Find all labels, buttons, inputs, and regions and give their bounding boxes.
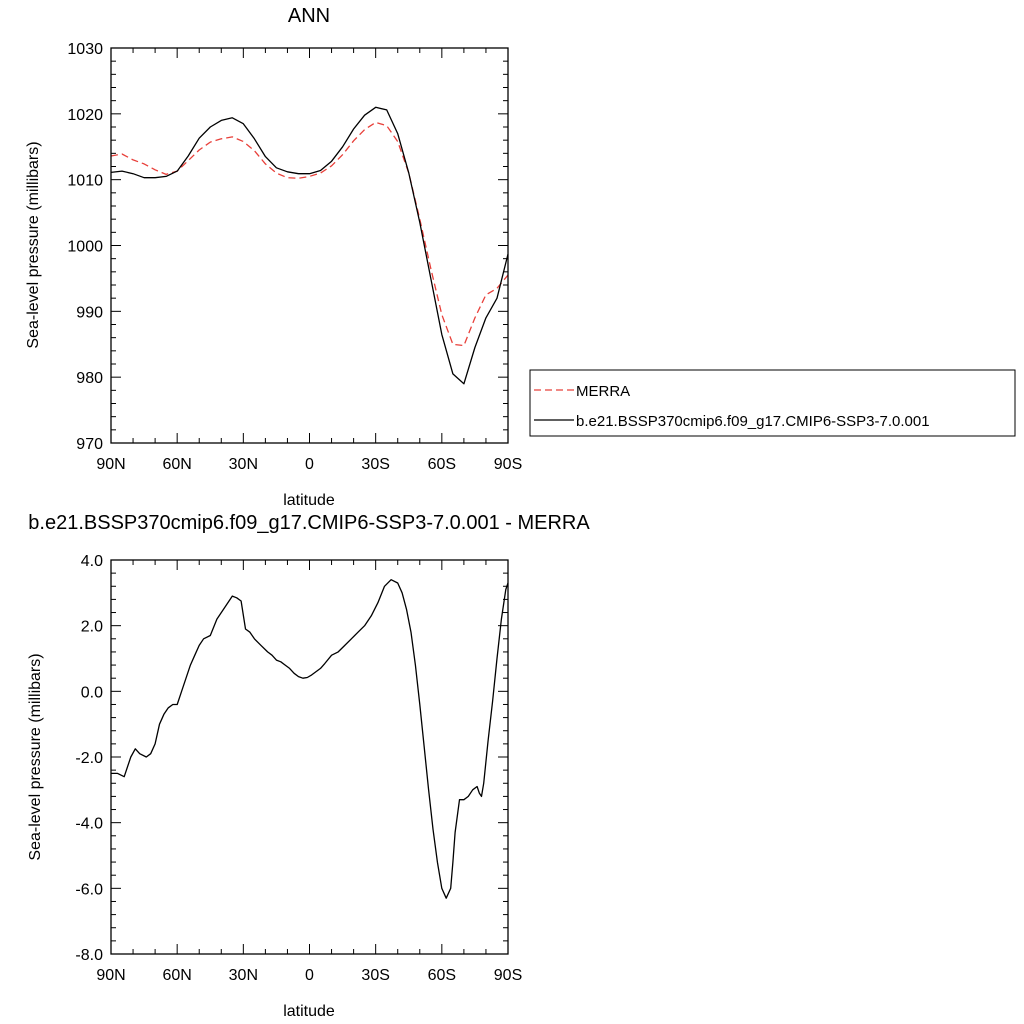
top-axis-ticks	[110, 47, 509, 444]
top-chart-title: ANN	[288, 5, 330, 27]
x-tick-label: 90S	[494, 456, 522, 473]
x-tick-label: 60S	[428, 967, 456, 984]
y-tick-label: 1000	[67, 239, 103, 256]
bottom-axis-ticks	[110, 559, 509, 955]
bottom-chart-title: b.e21.BSSP370cmip6.f09_g17.CMIP6-SSP3-7.…	[28, 512, 590, 534]
top-y-axis-label: Sea-level pressure (millibars)	[25, 141, 42, 348]
y-tick-label: 4.0	[81, 553, 103, 570]
y-tick-label: -4.0	[75, 816, 103, 833]
y-tick-label: -6.0	[75, 881, 103, 898]
top-tick-labels: 90N 60N 30N 0 30S 60S 90S 970 980 990 1000 1010 1020…	[67, 41, 522, 473]
x-tick-label: 0	[305, 967, 314, 984]
legend: MERRA b.e21.BSSP370cmip6.f09_g17.CMIP6-S…	[529, 369, 1016, 437]
x-tick-label: 30N	[229, 456, 258, 473]
bottom-plot: b.e21.BSSP370cmip6.f09_g17.CMIP6-SSP3-7.…	[27, 512, 590, 1020]
x-tick-label: 90N	[96, 967, 125, 984]
bottom-y-axis-label: Sea-level pressure (millibars)	[27, 653, 44, 860]
x-tick-label: 30S	[361, 456, 389, 473]
legend-label-merra: MERRA	[576, 383, 630, 400]
y-tick-label: 1020	[67, 107, 103, 124]
y-tick-label: -8.0	[75, 947, 103, 964]
x-tick-label: 0	[305, 456, 314, 473]
bottom-series-lines	[111, 579, 509, 899]
y-tick-label: 1030	[67, 41, 103, 58]
y-tick-label: 1010	[67, 173, 103, 190]
series-line-difference	[111, 579, 509, 899]
y-tick-label: 980	[76, 370, 103, 387]
top-plot-frame	[110, 47, 509, 444]
y-tick-label: -2.0	[75, 750, 103, 767]
x-tick-label: 60N	[162, 967, 191, 984]
series-line-merra	[110, 121, 509, 347]
legend-frame	[529, 369, 1016, 437]
y-tick-label: 2.0	[81, 619, 103, 636]
x-tick-label: 60S	[428, 456, 456, 473]
legend-label-model: b.e21.BSSP370cmip6.f09_g17.CMIP6-SSP3-7.…	[576, 413, 930, 430]
top-plot: ANN 90N 60N 30N 0 30S 60S 90S 970 980 990 1000 1010…	[25, 5, 522, 509]
y-tick-label: 990	[76, 304, 103, 321]
x-tick-label: 30S	[361, 967, 389, 984]
x-tick-label: 60N	[162, 456, 191, 473]
top-series-lines	[110, 106, 509, 385]
x-tick-label: 90S	[494, 967, 522, 984]
x-tick-label: 30N	[229, 967, 258, 984]
bottom-plot-frame	[110, 559, 509, 955]
bottom-x-axis-label: latitude	[283, 1003, 335, 1020]
series-line-model	[110, 106, 509, 385]
top-x-axis-label: latitude	[283, 492, 335, 509]
bottom-tick-labels: 90N 60N 30N 0 30S 60S 90S -8.0 -6.0 -4.0 -2.0 0.0 2.…	[75, 553, 522, 984]
y-tick-label: 970	[76, 436, 103, 453]
y-tick-label: 0.0	[81, 684, 103, 701]
x-tick-label: 90N	[96, 456, 125, 473]
